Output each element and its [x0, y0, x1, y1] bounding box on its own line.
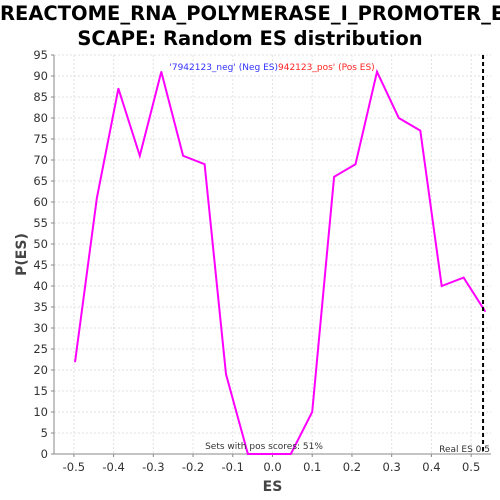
data-point — [376, 71, 378, 73]
data-point — [484, 310, 486, 313]
legend-entry-pos: 942123_pos' (Pos ES) — [278, 63, 375, 73]
x-tick-label: 0.0 — [263, 460, 281, 474]
data-point — [268, 453, 271, 455]
x-tick-label: -0.5 — [63, 460, 85, 474]
y-tick-label: 25 — [33, 342, 48, 356]
y-tick-label: 85 — [33, 90, 48, 104]
data-point — [419, 129, 422, 132]
y-tick-label: 5 — [41, 426, 48, 440]
pos-score-annotation: Sets with pos scores: 51% — [205, 442, 323, 452]
plot-background — [54, 55, 491, 454]
y-tick-label: 10 — [33, 405, 48, 419]
y-tick-label: 95 — [33, 48, 48, 62]
x-tick-label: 0.5 — [462, 460, 480, 474]
x-tick-label: -0.3 — [142, 460, 164, 474]
y-tick-label: 0 — [41, 447, 48, 461]
x-tick-label: -0.4 — [102, 460, 124, 474]
x-tick-label: 0.2 — [343, 460, 361, 474]
y-tick-label: 40 — [33, 279, 48, 293]
data-point — [462, 276, 465, 279]
x-tick-label: -0.2 — [182, 460, 204, 474]
data-point — [333, 176, 335, 178]
y-axis-label: P(ES) — [14, 233, 30, 276]
y-tick-label: 45 — [33, 258, 48, 272]
data-point — [203, 163, 206, 165]
data-point — [440, 285, 443, 287]
y-tick-label: 75 — [33, 132, 48, 146]
y-tick-label: 30 — [33, 321, 48, 335]
y-tick-label: 65 — [33, 174, 48, 188]
data-point — [182, 155, 184, 157]
series-line — [74, 68, 486, 455]
y-tick-label: 15 — [33, 384, 48, 398]
y-tick-label: 80 — [33, 111, 48, 125]
y-tick-label: 60 — [33, 195, 48, 209]
chart-title-line-1: REACTOME_RNA_POLYMERASE_I_PROMOTER_E — [0, 2, 500, 25]
data-point — [398, 117, 400, 119]
data-point — [354, 163, 357, 165]
real-es-label: Real ES 0.5 — [439, 445, 490, 455]
x-tick-label: -0.1 — [222, 460, 244, 474]
y-tick-label: 55 — [33, 216, 48, 230]
data-point — [117, 87, 120, 90]
x-tick-label: 0.3 — [383, 460, 401, 474]
data-point — [225, 373, 227, 376]
data-point — [139, 155, 141, 157]
y-tick-label: 50 — [33, 237, 48, 251]
x-axis-label: ES — [263, 479, 283, 495]
data-point — [96, 197, 98, 199]
x-tick-label: 0.1 — [303, 460, 321, 474]
y-tick-label: 35 — [33, 300, 48, 314]
data-point — [74, 360, 76, 363]
y-tick-label: 20 — [33, 363, 48, 377]
data-point — [289, 453, 292, 455]
x-tick-label: 0.4 — [422, 460, 440, 474]
data-point — [311, 411, 314, 413]
chart-title-line-2: SCAPE: Random ES distribution — [77, 27, 423, 50]
y-tick-label: 90 — [33, 69, 48, 83]
y-tick-label: 70 — [33, 153, 48, 167]
data-point — [160, 71, 163, 73]
legend-entry-neg: '7942123_neg' (Neg ES) — [169, 63, 278, 73]
data-point — [247, 453, 249, 455]
